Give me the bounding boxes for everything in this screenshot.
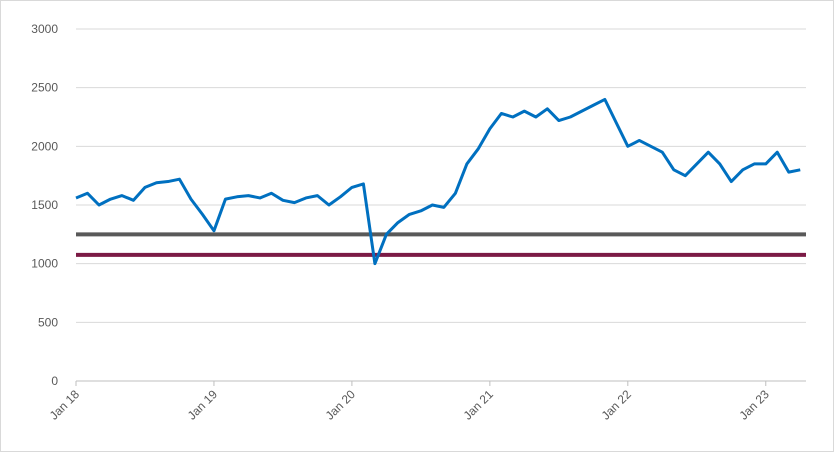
- y-tick-label: 500: [38, 315, 58, 329]
- y-tick-label: 1000: [31, 257, 58, 271]
- y-tick-label: 1500: [31, 198, 58, 212]
- y-tick-label: 3000: [31, 22, 58, 36]
- y-tick-label: 2000: [31, 139, 58, 153]
- y-tick-label: 2500: [31, 81, 58, 95]
- data-line: [75, 97, 801, 266]
- y-tick-label: 0: [51, 374, 58, 388]
